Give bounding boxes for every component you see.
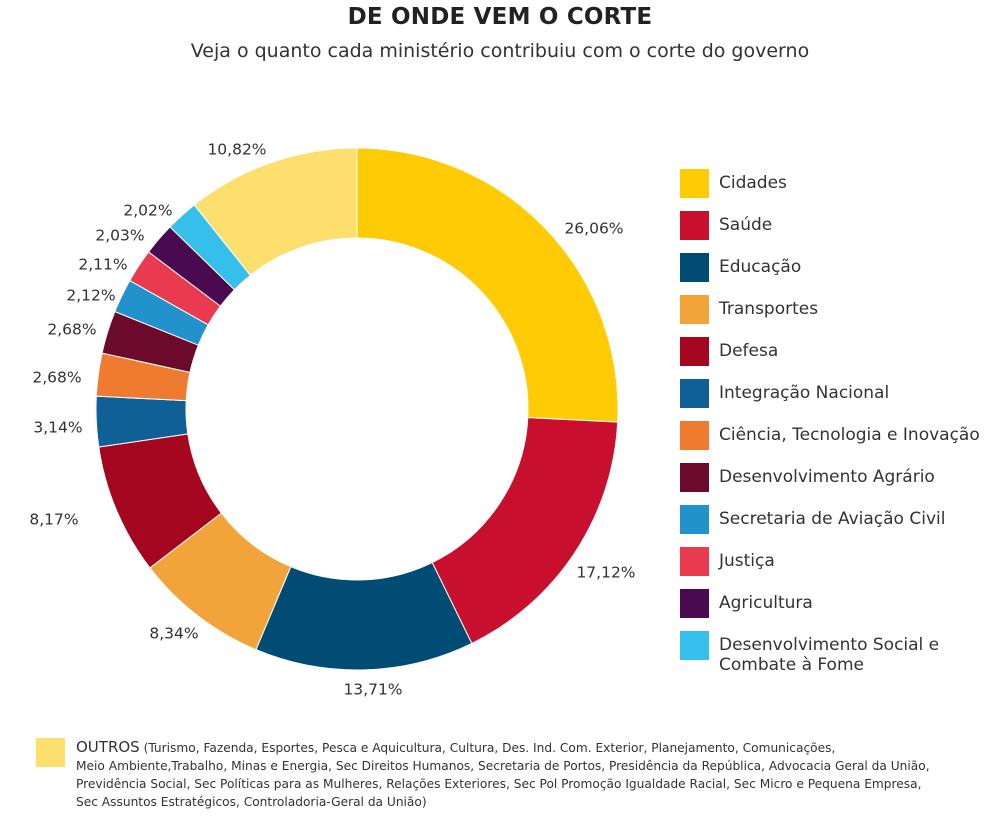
legend-item: Desenvolvimento Social e Combate à Fome (680, 631, 989, 675)
slice-saude (431, 417, 619, 645)
data-label: 2,68% (47, 321, 96, 339)
legend-label-line: Educação (719, 257, 802, 277)
legend-label-line: Defesa (719, 341, 779, 361)
legend-swatch (680, 211, 709, 240)
legend-label-line: Transportes (719, 299, 819, 319)
others-text: OUTROS (Turismo, Fazenda, Esportes, Pesc… (76, 738, 996, 811)
legend-swatch (680, 253, 709, 282)
chart-title: DE ONDE VEM O CORTE (347, 4, 653, 30)
legend-item: Justiça (680, 547, 989, 576)
data-label: 2,11% (78, 256, 127, 274)
legend-label: Saúde (719, 215, 989, 235)
legend-swatch (680, 463, 709, 492)
data-label: 2,12% (66, 287, 115, 305)
legend-label: Secretaria de Aviação Civil (719, 509, 989, 529)
data-label: 2,68% (32, 369, 81, 387)
data-label: 2,03% (95, 227, 144, 245)
legend-label: Justiça (719, 551, 989, 571)
legend-item: Ciência, Tecnologia e Inovação (680, 421, 989, 450)
legend-label-line: Combate à Fome (719, 655, 864, 675)
chart-subtitle: Veja o quanto cada ministério contribuiu… (190, 40, 810, 62)
legend-swatch (680, 295, 709, 324)
legend-label-line: Agricultura (719, 593, 813, 613)
others-line: Previdência Social, Sec Políticas para a… (76, 777, 922, 791)
legend-swatch (680, 169, 709, 198)
data-label: 17,12% (576, 564, 635, 582)
data-label: 13,71% (343, 681, 402, 699)
legend-label: Integração Nacional (719, 383, 989, 403)
legend-swatch (680, 631, 709, 660)
others-line: Sec Assuntos Estratégicos, Controladoria… (76, 795, 427, 809)
slice-educacao (255, 561, 473, 671)
others-line: Meio Ambiente,Trabalho, Minas e Energia,… (76, 759, 930, 773)
slice-outros (193, 147, 358, 276)
legend-label-line: Desenvolvimento Agrário (719, 467, 935, 487)
legend-swatch (680, 421, 709, 450)
legend-item: Transportes (680, 295, 989, 324)
legend-label-line: Desenvolvimento Social e (719, 635, 940, 655)
legend-label-line: Ciência, Tecnologia e Inovação (719, 425, 980, 445)
legend-swatch (680, 547, 709, 576)
data-label: 3,14% (33, 419, 82, 437)
legend-item: Secretaria de Aviação Civil (680, 505, 989, 534)
legend-item: Desenvolvimento Agrário (680, 463, 989, 492)
legend-item: Cidades (680, 169, 989, 198)
data-label: 26,06% (564, 220, 623, 238)
legend-label: Ciência, Tecnologia e Inovação (719, 425, 989, 445)
legend-label: Desenvolvimento Social e Combate à Fome (719, 635, 989, 675)
legend-label-line: Integração Nacional (719, 383, 890, 403)
legend-swatch (680, 589, 709, 618)
data-label: 8,34% (149, 625, 198, 643)
others-list: (Turismo, Fazenda, Esportes, Pesca e Aqu… (76, 741, 930, 809)
others-swatch (36, 738, 65, 767)
legend-label-line: Justiça (719, 551, 775, 571)
legend-item: Educação (680, 253, 989, 282)
legend-swatch (680, 379, 709, 408)
legend-label: Transportes (719, 299, 989, 319)
others-title: OUTROS (76, 738, 140, 756)
legend-item: Integração Nacional (680, 379, 989, 408)
legend-swatch (680, 505, 709, 534)
legend-item: Agricultura (680, 589, 989, 618)
legend-label: Educação (719, 257, 989, 277)
legend-label-line: Cidades (719, 173, 787, 193)
data-label: 8,17% (29, 511, 78, 529)
others-line: (Turismo, Fazenda, Esportes, Pesca e Aqu… (143, 741, 836, 755)
legend-label-line: Saúde (719, 215, 773, 235)
legend-label: Defesa (719, 341, 989, 361)
data-label: 10,82% (207, 141, 266, 159)
legend-label: Agricultura (719, 593, 989, 613)
legend-item: Saúde (680, 211, 989, 240)
legend-label: Cidades (719, 173, 989, 193)
slice-cidades (356, 147, 619, 423)
legend-label: Desenvolvimento Agrário (719, 467, 989, 487)
data-label: 2,02% (123, 202, 172, 220)
legend-label-line: Secretaria de Aviação Civil (719, 509, 946, 529)
legend-swatch (680, 337, 709, 366)
legend-item: Defesa (680, 337, 989, 366)
